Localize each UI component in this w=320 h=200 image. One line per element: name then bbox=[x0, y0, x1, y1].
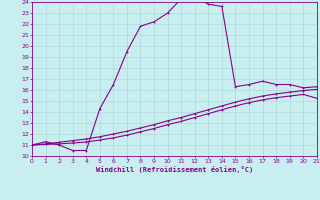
X-axis label: Windchill (Refroidissement éolien,°C): Windchill (Refroidissement éolien,°C) bbox=[96, 166, 253, 173]
